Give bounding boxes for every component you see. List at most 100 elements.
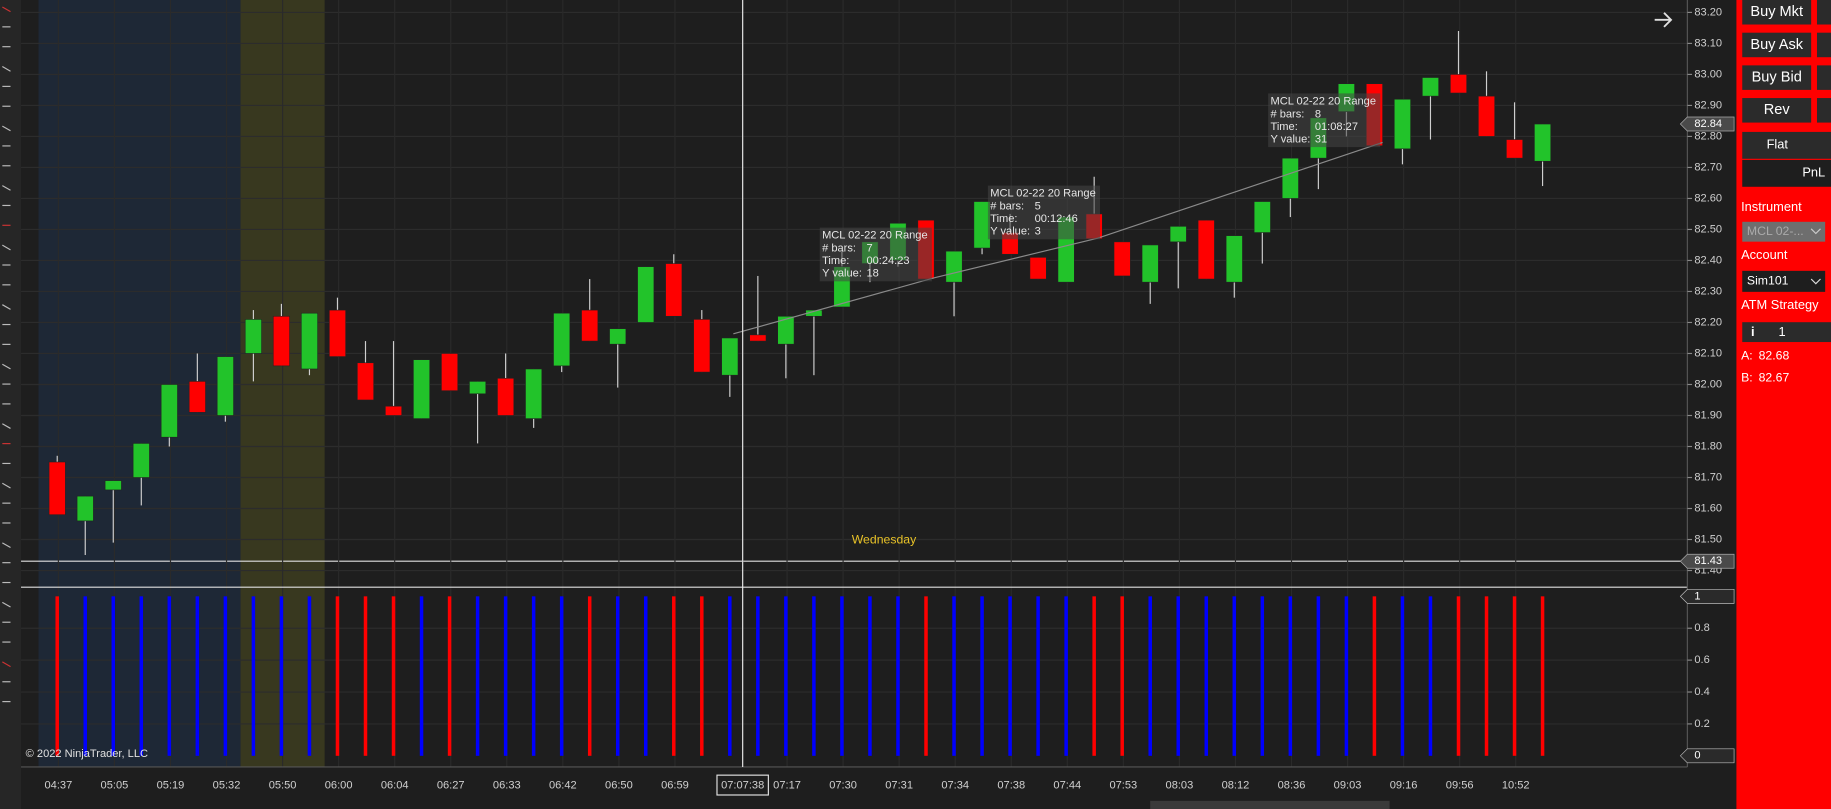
- indicator-bar: [391, 596, 396, 756]
- x-tick-label: 09:56: [1446, 780, 1474, 792]
- atm-box[interactable]: [1742, 322, 1831, 343]
- y-tick-label: 0.2: [1694, 718, 1709, 730]
- instrument-value: MCL 02-...: [1747, 224, 1804, 238]
- indicator-bar: [756, 596, 760, 756]
- order-button-label: Rev: [1764, 102, 1791, 118]
- order-button[interactable]: [1816, 32, 1831, 58]
- order-button[interactable]: [1816, 0, 1831, 25]
- select-arrow: [1810, 278, 1821, 285]
- tooltip-value: 00:12:46: [1035, 213, 1078, 225]
- y-tick-label: 81.90: [1694, 409, 1722, 421]
- account-value: Sim101: [1747, 274, 1789, 288]
- y-tick-label: 81.40: [1694, 564, 1722, 576]
- indicator-bar: [1036, 596, 1040, 756]
- candle-body: [76, 495, 94, 522]
- tool-icon[interactable]: [2, 125, 11, 132]
- instrument-select[interactable]: [1742, 221, 1826, 242]
- x-tick-label: 07:07:38: [721, 780, 764, 792]
- candle-body: [244, 319, 262, 354]
- x-tick-label: 08:03: [1166, 780, 1194, 792]
- candle-body: [497, 377, 515, 416]
- candle-body: [1225, 235, 1243, 283]
- flat-row[interactable]: [1742, 131, 1831, 159]
- tool-icon[interactable]: [2, 363, 11, 370]
- tool-icon[interactable]: [2, 304, 11, 310]
- account-select[interactable]: [1742, 270, 1826, 292]
- tooltip-box: [1268, 93, 1381, 148]
- candle-body: [385, 405, 402, 416]
- tool-icon[interactable]: [2, 66, 11, 72]
- x-tick-label: 10:52: [1502, 780, 1530, 792]
- order-button[interactable]: [1816, 65, 1831, 90]
- indicator-bar: [1120, 596, 1124, 756]
- drawing-tools: [2, 6, 11, 703]
- candle-body: [48, 461, 66, 516]
- order-button[interactable]: [1742, 32, 1812, 58]
- y-tick-label: 83.20: [1694, 6, 1722, 18]
- tooltip-label: Time:: [822, 255, 849, 267]
- x-tick-label: 05:50: [269, 780, 297, 792]
- candle-body: [637, 266, 655, 323]
- price-marker: [1679, 553, 1735, 569]
- candle-body: [553, 312, 571, 367]
- x-tick-label: 07:38: [997, 780, 1025, 792]
- drawing-lines: [733, 141, 1383, 335]
- x-tick-label: 06:59: [661, 780, 689, 792]
- indicator-bar: [924, 596, 928, 756]
- indicator-bar: [559, 596, 564, 756]
- scroll-arrow[interactable]: [1654, 12, 1673, 28]
- order-button-label: Buy Bid: [1752, 69, 1802, 85]
- indicator-bar: [1484, 596, 1489, 756]
- indicator-bar: [475, 596, 480, 756]
- tooltip-label: Y value:: [822, 268, 862, 280]
- atm-info: i: [1751, 324, 1755, 339]
- x-tick-label: 06:27: [437, 780, 465, 792]
- x-tick-label: 06:04: [381, 780, 409, 792]
- field-label: ATM Strategy: [1741, 297, 1819, 312]
- indicator-bar: [868, 596, 872, 756]
- indicator-bar: [1092, 596, 1096, 756]
- indicator-bar: [195, 596, 200, 756]
- tooltip-label: Y value:: [1270, 133, 1310, 145]
- x-tick-label: 06:00: [325, 780, 353, 792]
- indicator-bar: [167, 596, 172, 756]
- indicator-bar: [223, 596, 228, 756]
- tool-icon[interactable]: [2, 601, 11, 608]
- y-tick-label: 81.70: [1694, 471, 1722, 483]
- tool-icon[interactable]: [2, 244, 11, 251]
- x-tick-label: 07:34: [941, 780, 969, 792]
- indicator-bar: [1288, 596, 1293, 756]
- indicator-bar: [587, 596, 592, 756]
- order-button[interactable]: [1742, 65, 1812, 90]
- candle-body: [1393, 98, 1411, 150]
- scrollbar[interactable]: [1150, 800, 1390, 809]
- tool-icon[interactable]: [2, 423, 11, 429]
- x-tick-label: 05:05: [101, 780, 129, 792]
- x-tick-label: 04:37: [45, 780, 73, 792]
- tool-icon[interactable]: [2, 542, 11, 549]
- indicator-bar: [1176, 596, 1180, 756]
- quote-label: A:: [1741, 348, 1753, 362]
- tool-icon[interactable]: [2, 6, 11, 13]
- indicator-bar: [1456, 596, 1461, 756]
- y-tick-label: 0.4: [1694, 686, 1709, 698]
- indicator-bar: [279, 596, 284, 756]
- indicator-bar: [335, 596, 340, 756]
- order-button[interactable]: [1742, 0, 1812, 25]
- order-button[interactable]: [1742, 98, 1812, 123]
- tooltip-label: # bars:: [1270, 108, 1304, 120]
- tool-icon[interactable]: [2, 661, 11, 668]
- price-marker-label: 81.43: [1694, 555, 1722, 567]
- x-tick-label: 09:03: [1334, 780, 1362, 792]
- candle-body: [1281, 157, 1299, 199]
- tool-icon[interactable]: [2, 185, 11, 191]
- order-button[interactable]: [1816, 98, 1831, 123]
- y-tick-label: 81.80: [1694, 440, 1722, 452]
- candle-body: [1029, 257, 1047, 280]
- x-tick-label: 07:30: [829, 780, 857, 792]
- x-tick-label: 06:42: [549, 780, 577, 792]
- quote-value: 82.67: [1759, 370, 1790, 384]
- indicator-bar: [531, 596, 536, 756]
- tool-icon[interactable]: [2, 482, 11, 489]
